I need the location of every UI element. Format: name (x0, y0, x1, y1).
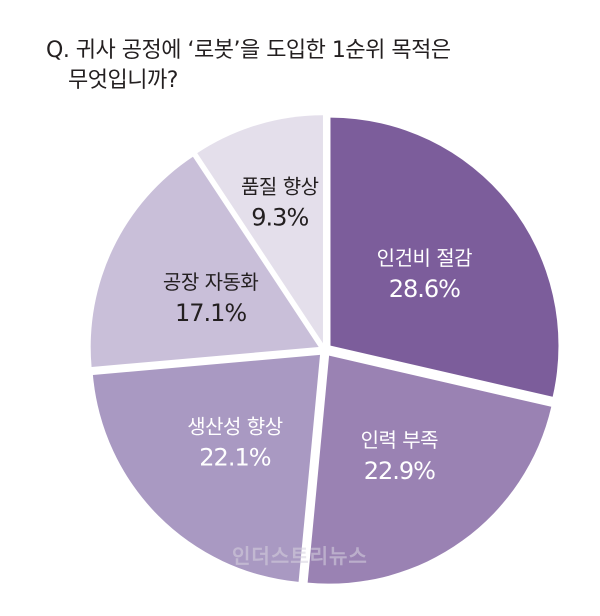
pie-slice-value-5: 9.3% (251, 204, 308, 232)
question-line-2: 무엇입니까? (68, 68, 178, 93)
pie-slice-value-1: 28.6% (389, 275, 460, 303)
pie-slice-label-4: 공장 자동화 (163, 270, 258, 294)
pie-slice-label-2: 인력 부족 (361, 428, 439, 452)
pie-slice-4 (90, 156, 319, 367)
pie-slice-value-4: 17.1% (175, 299, 246, 327)
pie-slice-1 (330, 117, 559, 397)
pie-slice-label-5: 품질 향상 (241, 175, 319, 199)
pie-slice-label-3: 생산성 향상 (187, 415, 282, 439)
pie-slice-3 (92, 354, 321, 582)
question-line-1: Q. 귀사 공정에 ‘로봇’을 도입한 1순위 목적은 (46, 38, 451, 63)
watermark: 인더스트리뉴스 (232, 544, 368, 568)
question-title: Q. 귀사 공정에 ‘로봇’을 도입한 1순위 목적은 무엇입니까? (46, 36, 586, 96)
pie-slice-value-3: 22.1% (199, 444, 270, 472)
pie-slice-value-2: 22.9% (364, 457, 435, 485)
pie-slice-label-1: 인건비 절감 (377, 246, 472, 270)
pie-slice-5 (197, 115, 323, 344)
pie-slice-2 (307, 355, 552, 584)
